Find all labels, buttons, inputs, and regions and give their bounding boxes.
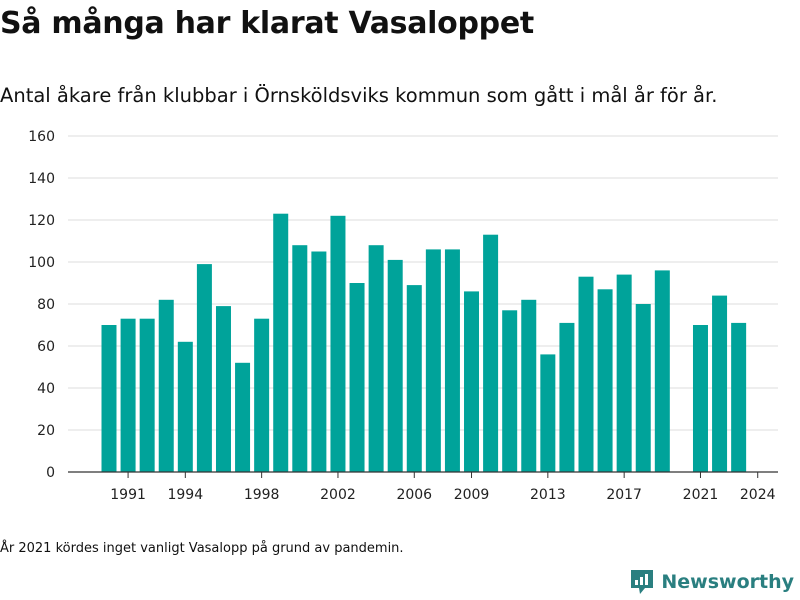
chart-subtitle: Antal åkare från klubbar i Örnsköldsviks…	[0, 84, 718, 107]
bar	[387, 259, 403, 472]
y-axis-ticks: 0 20 40 60 80 100 120 140 160	[28, 129, 55, 481]
bar	[559, 322, 575, 472]
bar	[139, 318, 155, 472]
bar	[483, 234, 499, 472]
bar	[464, 291, 480, 472]
x-tick-label: 2017	[606, 487, 642, 503]
bar	[731, 322, 747, 472]
bar	[215, 306, 231, 472]
x-tick-label: 2021	[683, 487, 719, 503]
footnote: År 2021 kördes inget vanligt Vasalopp på…	[0, 541, 404, 556]
bar	[616, 274, 632, 472]
x-tick-label: 2024	[740, 487, 776, 503]
bar	[235, 362, 251, 472]
bar	[330, 215, 346, 473]
y-tick-label: 80	[37, 297, 55, 313]
y-tick-label: 120	[28, 213, 55, 229]
bar	[712, 295, 728, 472]
bar	[254, 318, 270, 472]
bar	[177, 341, 193, 472]
y-tick-label: 20	[37, 423, 55, 439]
chart-title: Så många har klarat Vasaloppet	[0, 6, 534, 41]
x-tick-label: 1994	[167, 487, 203, 503]
bar	[597, 289, 613, 472]
bar	[521, 299, 537, 472]
bar	[502, 310, 518, 472]
brand-logo: Newsworthy	[629, 568, 794, 596]
newsworthy-logo-icon	[631, 570, 654, 594]
x-tick-label: 2013	[530, 487, 566, 503]
bar	[158, 299, 174, 472]
bar-chart: 0 20 40 60 80 100 120 140 160 1991 1994 1998 2002 20…	[28, 129, 778, 503]
bar	[444, 249, 460, 472]
x-tick-label: 1998	[244, 487, 280, 503]
bar	[540, 354, 556, 472]
x-tick-label: 2002	[320, 487, 356, 503]
y-tick-label: 0	[46, 465, 55, 481]
bar	[578, 276, 594, 472]
x-axis-ticks: 1991 1994 1998 2002 2006 2009 2013 2017 2021 2024	[110, 472, 776, 503]
bar	[311, 251, 327, 472]
bar	[425, 249, 441, 472]
x-tick-label: 2009	[454, 487, 490, 503]
bar	[368, 245, 384, 472]
bar	[654, 270, 670, 472]
bar	[406, 285, 422, 472]
bar	[120, 318, 136, 472]
bar	[273, 213, 289, 472]
y-tick-label: 60	[37, 339, 55, 355]
x-tick-label: 2006	[396, 487, 432, 503]
grid-lines	[68, 135, 778, 431]
y-tick-label: 140	[28, 171, 55, 187]
bar	[196, 264, 212, 472]
brand-name: Newsworthy	[661, 571, 794, 593]
bar	[292, 245, 308, 472]
y-tick-label: 100	[28, 255, 55, 271]
bar	[692, 325, 708, 472]
bar	[349, 283, 365, 472]
bar	[101, 325, 117, 472]
y-tick-label: 40	[37, 381, 55, 397]
y-tick-label: 160	[28, 129, 55, 145]
bars	[101, 213, 747, 473]
bar	[635, 304, 651, 472]
x-tick-label: 1991	[110, 487, 146, 503]
